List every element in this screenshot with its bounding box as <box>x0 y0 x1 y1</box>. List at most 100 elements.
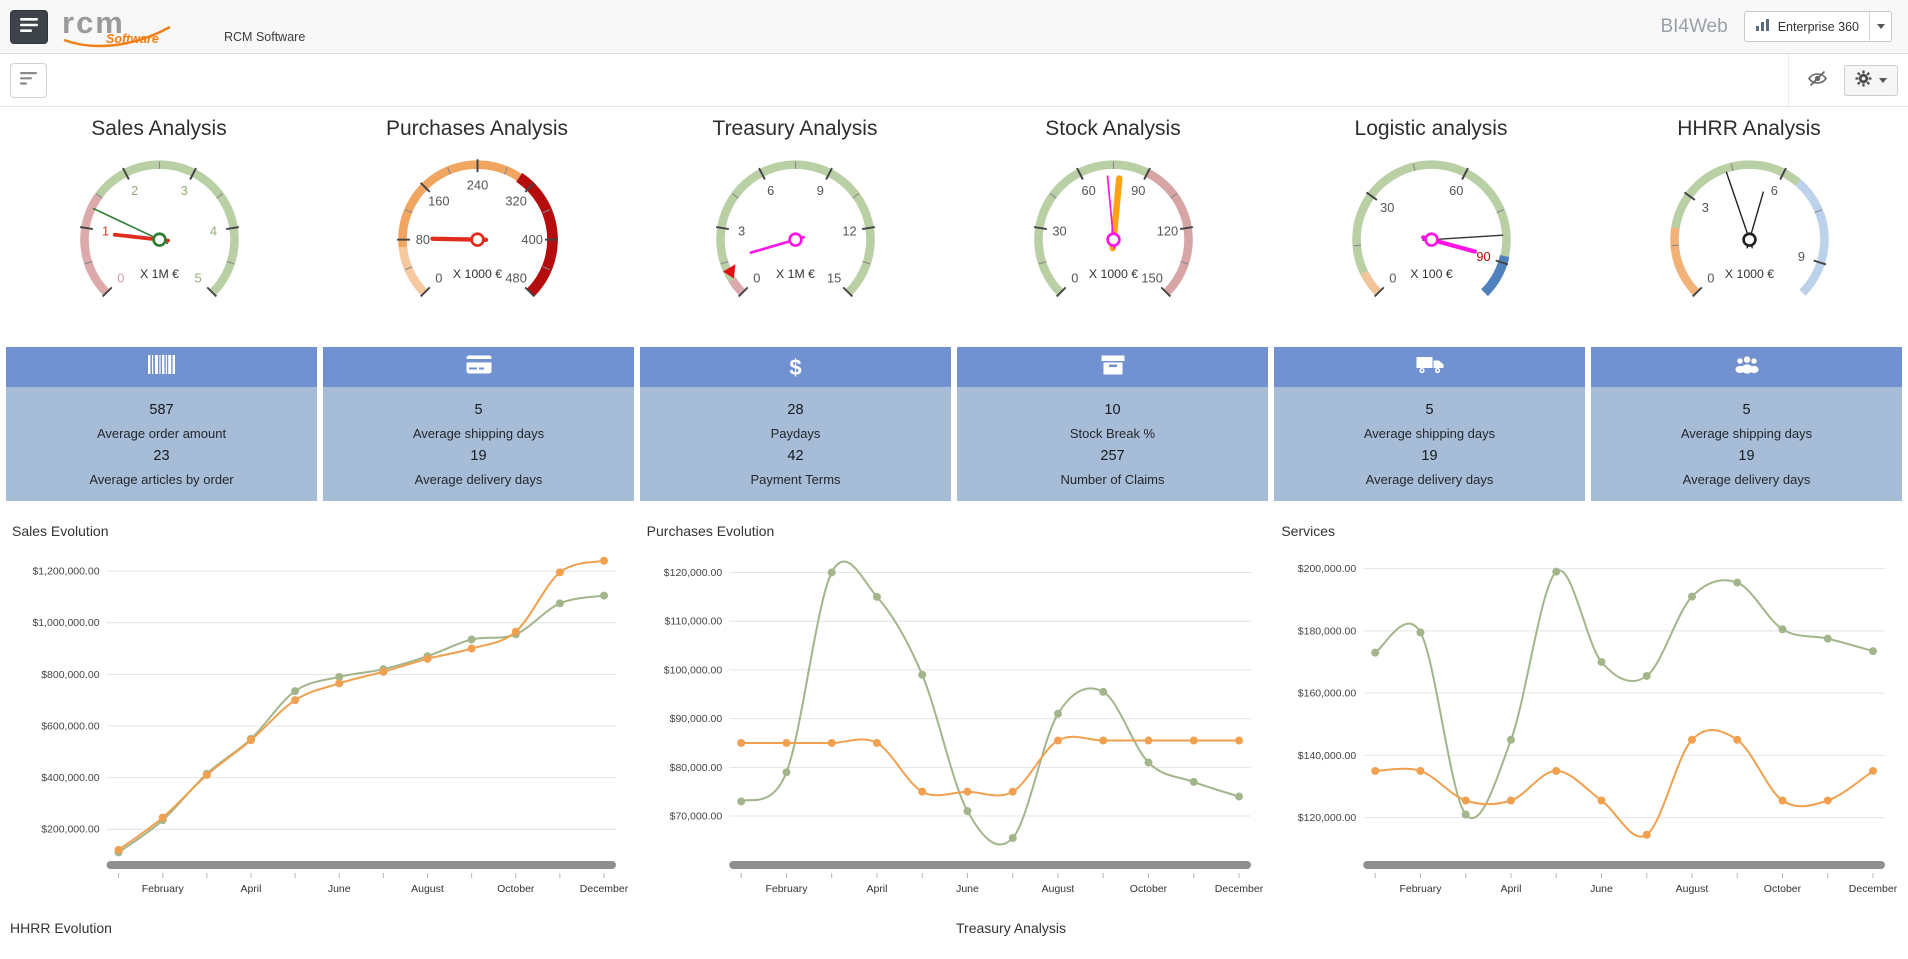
gauge-treasury-analysis: Treasury Analysis 0 3 6 9 12 15 X 1M € <box>636 117 954 335</box>
svg-text:150: 150 <box>1141 271 1162 286</box>
svg-text:30: 30 <box>1380 200 1394 215</box>
chart-services: Services $120,000.00 $140,000.00 $160,000.… <box>1271 523 1906 913</box>
hide-button[interactable] <box>1807 70 1828 90</box>
svg-text:$200,000.00: $200,000.00 <box>41 824 100 836</box>
kpi-label: Payment Terms <box>750 472 841 487</box>
kpi-card-header <box>1274 347 1585 387</box>
chart-scrollbar[interactable] <box>728 861 1251 869</box>
kpi-label: Average shipping days <box>1680 426 1813 441</box>
sidebar-toggle-button[interactable] <box>10 9 48 44</box>
svg-text:$120,000.00: $120,000.00 <box>663 567 722 579</box>
svg-text:April: April <box>866 883 887 895</box>
svg-text:December: December <box>1214 883 1262 895</box>
kpi-label: Number of Claims <box>1060 472 1165 487</box>
sales-evolution-chart-svg: $200,000.00 $400,000.00 $600,000.00 $800,00… <box>32 556 629 895</box>
svg-text:2: 2 <box>131 183 138 198</box>
kpi-card-header <box>323 347 634 387</box>
kpi-card-body: 28 Paydays 42 Payment Terms <box>640 387 951 501</box>
dollar-icon: $ <box>789 354 802 380</box>
svg-text:February: February <box>142 883 185 895</box>
chart-title: Services <box>1281 523 1336 539</box>
gauge-hhrr-analysis: HHRR Analysis 0 3 6 9 X 1000 € <box>1590 117 1908 335</box>
kpi-card-logistics: 5 Average shipping days 19 Average deliv… <box>1274 347 1585 501</box>
kpi-label: Average delivery days <box>1365 472 1494 487</box>
stock-gauge-svg: 0 30 60 90 120 150 X 1000 € <box>1033 160 1193 298</box>
treasury-gauge-svg: 0 3 6 9 12 15 X 1M € <box>715 160 875 298</box>
svg-text:60: 60 <box>1081 183 1095 198</box>
gauge-title: Logistic analysis <box>1354 117 1508 140</box>
gauge-title: Sales Analysis <box>91 117 227 140</box>
svg-text:X 1000 €: X 1000 € <box>1088 267 1137 281</box>
hhrr-gauge-svg: 0 3 6 9 X 1000 € <box>1669 160 1829 298</box>
chart-title: Sales Evolution <box>12 523 109 539</box>
svg-text:X 1000 €: X 1000 € <box>452 267 501 281</box>
chart-purchases-evolution: Purchases Evolution $70,000.00 $80,000.00… <box>637 523 1272 913</box>
svg-text:160: 160 <box>428 193 449 208</box>
svg-text:$70,000.00: $70,000.00 <box>669 811 722 823</box>
svg-text:August: August <box>411 883 444 895</box>
svg-text:$1,200,000.00: $1,200,000.00 <box>32 566 99 578</box>
kpi-label: Average articles by order <box>89 472 234 487</box>
sales-gauge-svg: 0 1 2 3 4 5 X 1M € <box>79 160 239 298</box>
svg-text:June: June <box>328 883 351 895</box>
chart-title-treasury-analysis: Treasury Analysis <box>956 920 1066 936</box>
svg-text:$400,000.00: $400,000.00 <box>41 772 100 784</box>
chart-scrollbar[interactable] <box>106 861 616 869</box>
svg-text:X 100 €: X 100 € <box>1410 267 1453 281</box>
filter-button[interactable] <box>10 62 47 98</box>
svg-text:240: 240 <box>466 177 487 192</box>
chart-title-hhrr-evolution: HHRR Evolution <box>10 920 112 936</box>
purchases-gauge-svg: 0 80 160 240 320 400 480 X 1000 € <box>396 159 558 298</box>
kpi-label: Average shipping days <box>412 426 545 441</box>
product-name: BI4Web <box>1660 15 1728 37</box>
svg-text:February: February <box>1400 883 1443 895</box>
chart-title: Purchases Evolution <box>646 523 775 539</box>
kpi-label: Paydays <box>770 426 821 441</box>
kpi-value: 10 <box>1104 402 1121 418</box>
barcode-icon <box>148 355 175 379</box>
svg-text:9: 9 <box>816 183 823 198</box>
svg-text:90: 90 <box>1131 183 1145 198</box>
svg-text:$100,000.00: $100,000.00 <box>663 664 722 676</box>
svg-text:90: 90 <box>1476 249 1490 264</box>
kpi-card-body: 5 Average shipping days 19 Average deliv… <box>323 387 634 501</box>
svg-text:June: June <box>956 883 979 895</box>
kpi-value: 5 <box>1742 402 1751 418</box>
gauge-title: Stock Analysis <box>1045 117 1181 140</box>
svg-text:60: 60 <box>1449 183 1463 198</box>
svg-text:$600,000.00: $600,000.00 <box>41 720 100 732</box>
kpi-card-header <box>6 347 317 387</box>
kpi-card-header <box>1591 347 1902 387</box>
logo-text: rcm <box>62 4 125 40</box>
svg-text:1: 1 <box>101 223 108 238</box>
kpi-card-body: 587 Average order amount 23 Average arti… <box>6 387 317 501</box>
charts-section: Sales Evolution $200,000.00 $400,000.00 $6… <box>0 511 1908 913</box>
gauge-sales-analysis: Sales Analysis 0 1 2 3 4 5 X 1M € <box>0 117 318 335</box>
svg-text:$140,000.00: $140,000.00 <box>1298 750 1357 762</box>
kpi-value: 257 <box>1100 448 1125 464</box>
bottom-charts-row: HHRR Evolution Treasury Analysis <box>0 913 1908 959</box>
chart-scrollbar[interactable] <box>1363 861 1886 869</box>
gauge-stock-analysis: Stock Analysis 0 30 60 90 120 150 X 1000 € <box>954 117 1272 335</box>
chart-icon <box>1755 18 1771 35</box>
workspace-label: Enterprise 360 <box>1777 19 1859 34</box>
truck-icon <box>1416 355 1444 379</box>
workspace-dropdown-button[interactable] <box>1869 12 1891 41</box>
kpi-card-stock: 10 Stock Break % 257 Number of Claims <box>957 347 1268 501</box>
svg-text:August: August <box>1041 883 1074 895</box>
kpi-value: 19 <box>1421 448 1438 464</box>
logo-swoosh-icon <box>63 25 171 47</box>
svg-text:120: 120 <box>1156 223 1177 238</box>
svg-text:4: 4 <box>209 223 216 238</box>
kpi-card-hhrr: 5 Average shipping days 19 Average deliv… <box>1591 347 1902 501</box>
chart-sales-evolution: Sales Evolution $200,000.00 $400,000.00 $6… <box>2 523 637 913</box>
settings-button[interactable] <box>1844 64 1898 96</box>
workspace-selector[interactable]: Enterprise 360 <box>1743 11 1892 42</box>
kpi-card-body: 5 Average shipping days 19 Average deliv… <box>1274 387 1585 501</box>
kpi-value: 23 <box>153 448 170 464</box>
svg-text:August: August <box>1676 883 1709 895</box>
svg-text:400: 400 <box>521 232 542 247</box>
kpi-value: 5 <box>1425 402 1434 418</box>
